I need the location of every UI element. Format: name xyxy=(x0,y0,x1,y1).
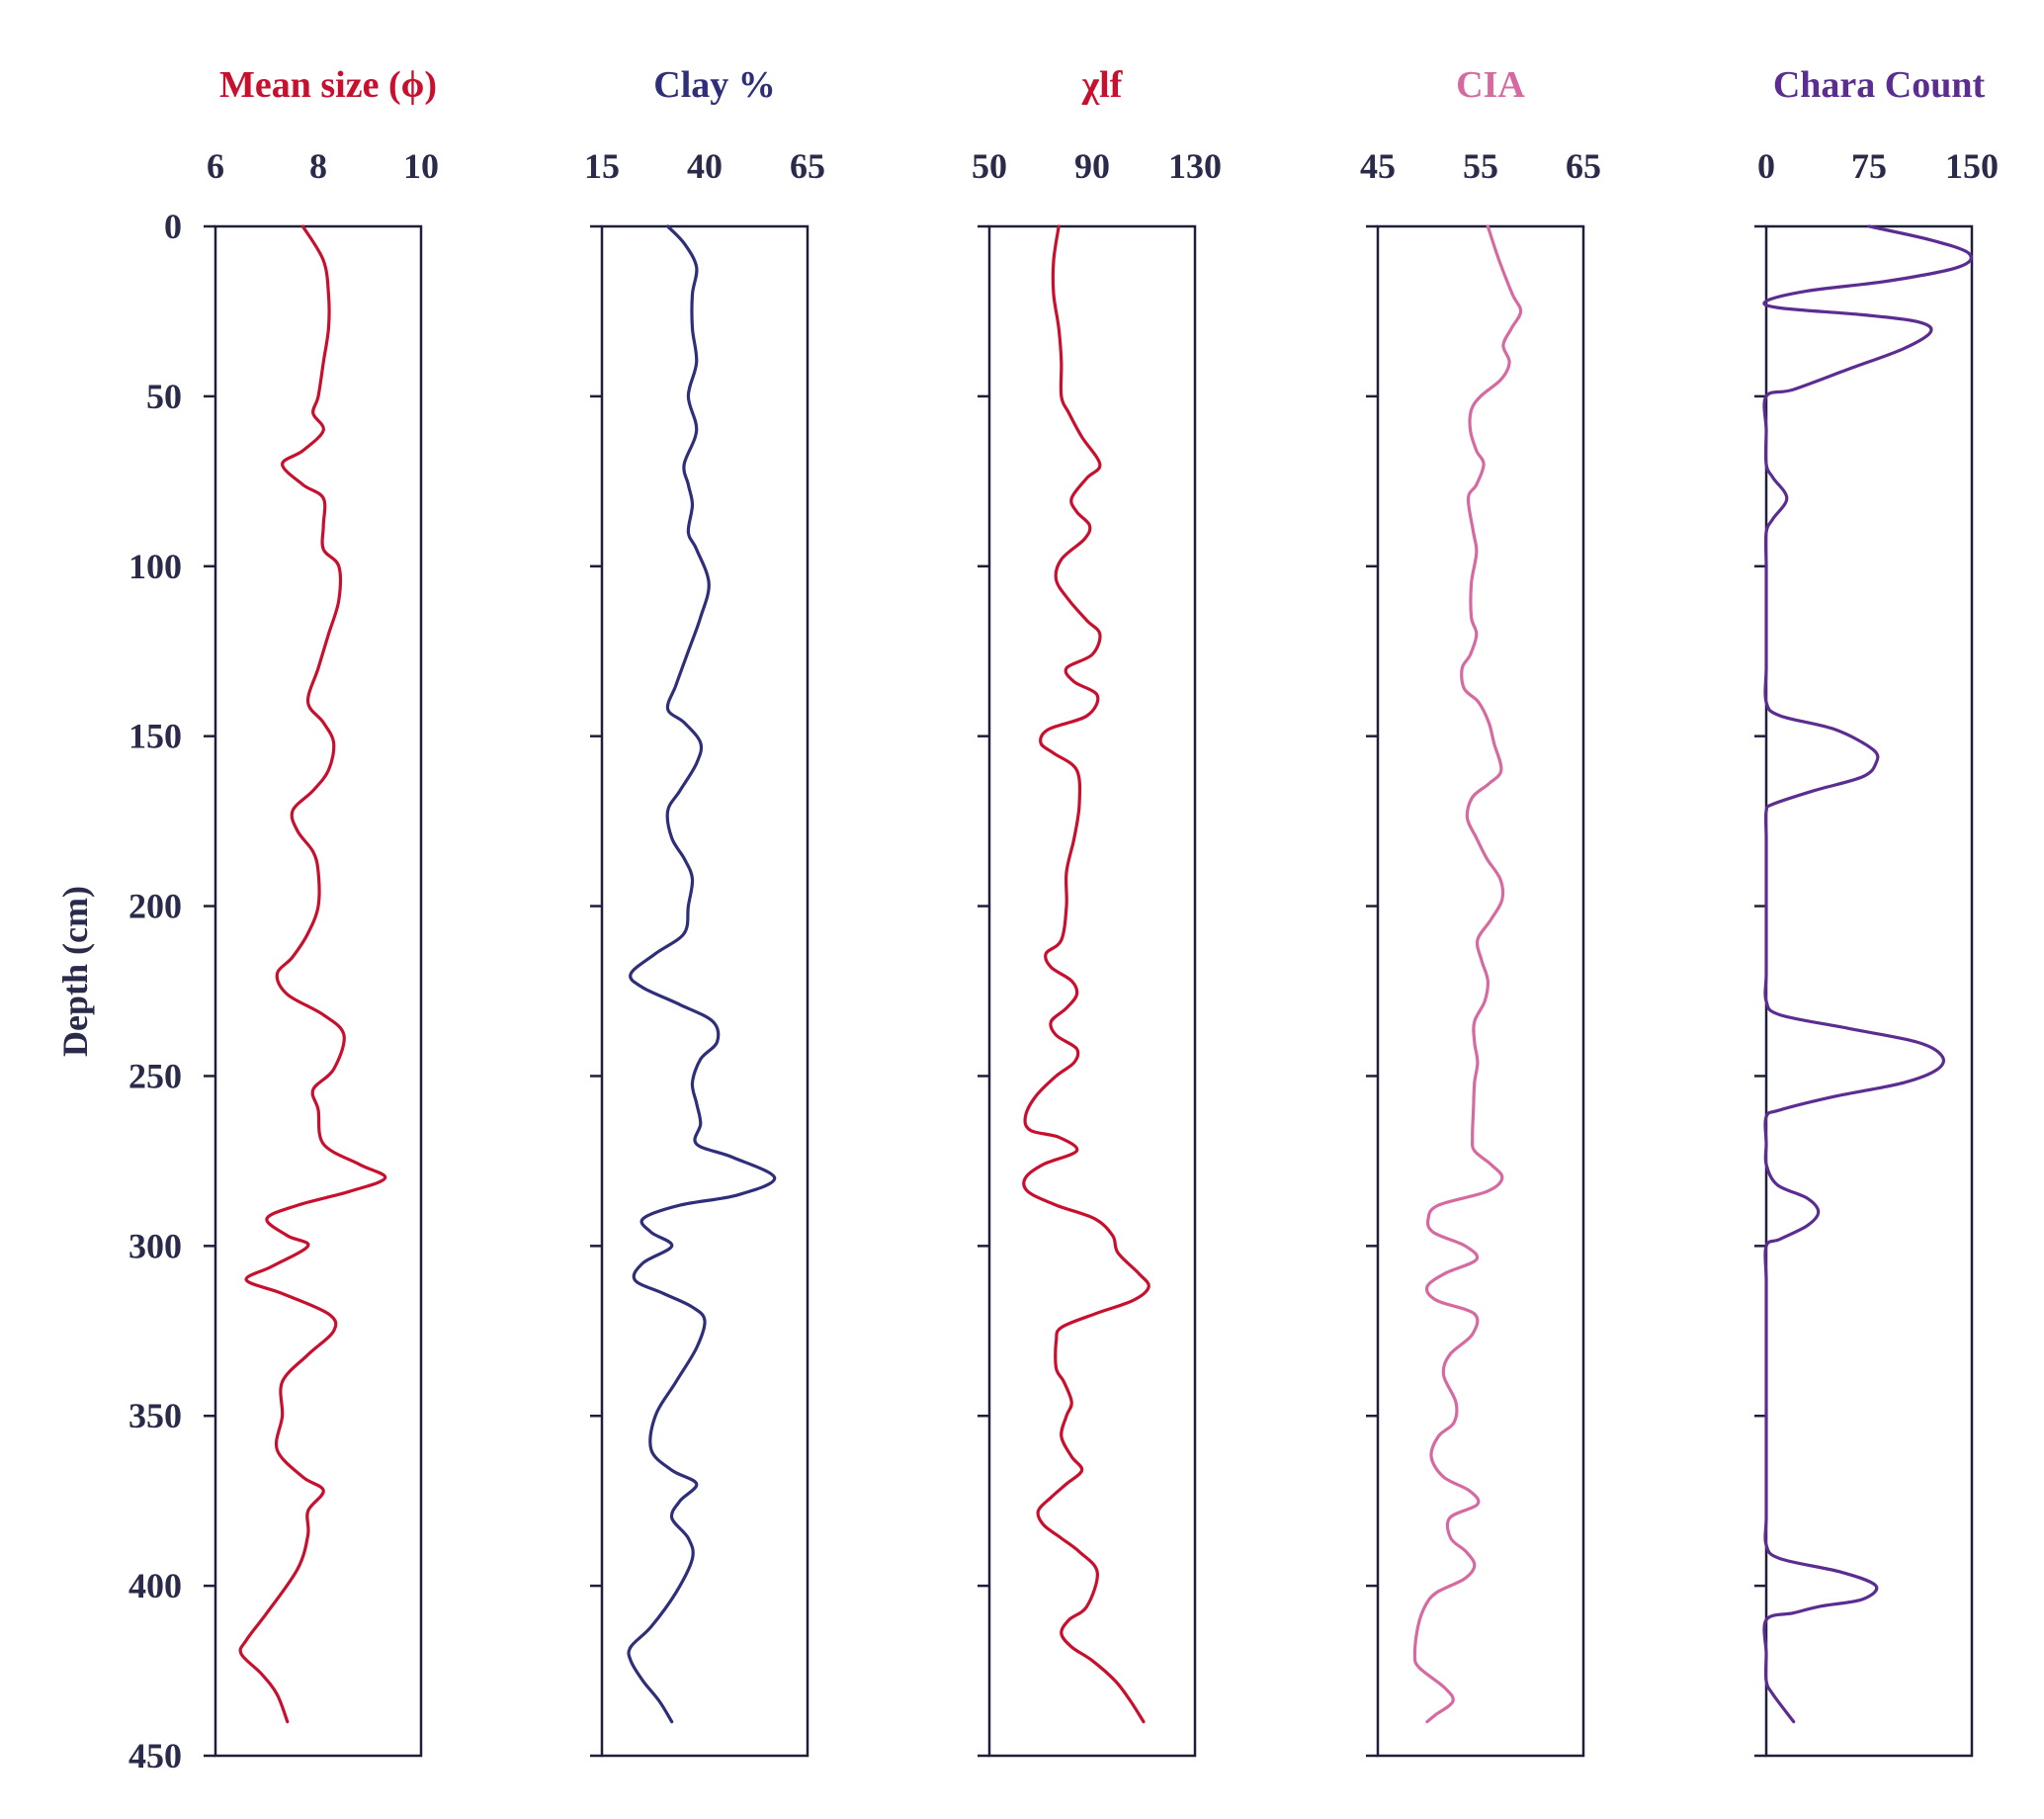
series-line xyxy=(1412,224,1523,1724)
series-line xyxy=(1762,224,1973,1724)
panel-title: CIA xyxy=(1456,64,1525,106)
depth-axis-title: Depth (cm) xyxy=(55,886,95,1057)
depth-tick-label: 150 xyxy=(128,717,182,756)
x-tick-label: 55 xyxy=(1463,146,1498,186)
panel-5: Chara Count 0 75 150 xyxy=(1754,64,1999,1758)
panel-frame xyxy=(213,224,423,1758)
depth-tick-label: 250 xyxy=(128,1056,182,1095)
series-line xyxy=(238,224,387,1724)
x-tick-label: 65 xyxy=(1566,146,1601,186)
depth-tick-label: 200 xyxy=(128,887,182,926)
series-line xyxy=(1022,224,1150,1724)
x-tick-label: 0 xyxy=(1757,146,1775,186)
x-tick-label: 75 xyxy=(1851,146,1887,186)
x-tick-label: 50 xyxy=(972,146,1007,186)
panel-title: χlf xyxy=(1081,64,1124,106)
depth-tick-label: 400 xyxy=(128,1566,182,1605)
depth-tick-label: 450 xyxy=(128,1736,182,1776)
panel-frame xyxy=(1764,224,1974,1758)
panel-frame xyxy=(1376,224,1585,1758)
panel-frame xyxy=(600,224,809,1758)
panel-frame xyxy=(987,224,1197,1758)
panel-title: Mean size (ϕ) xyxy=(219,64,437,106)
depth-tick-label: 50 xyxy=(146,377,182,416)
x-tick-label: 40 xyxy=(687,146,723,186)
panel-title: Chara Count xyxy=(1773,64,1986,106)
panel-title: Clay % xyxy=(653,64,776,106)
depth-tick-label: 350 xyxy=(128,1396,182,1435)
x-tick-label: 90 xyxy=(1074,146,1110,186)
x-tick-label: 150 xyxy=(1945,146,1999,186)
x-tick-label: 130 xyxy=(1168,146,1222,186)
panel-2: Clay % 15 40 65 xyxy=(584,64,825,1758)
panel-3: χlf 50 90 130 xyxy=(972,64,1222,1758)
x-tick-label: 10 xyxy=(403,146,439,186)
x-tick-label: 45 xyxy=(1360,146,1396,186)
depth-tick-label: 100 xyxy=(128,547,182,586)
x-tick-label: 65 xyxy=(790,146,825,186)
panel-1: Mean size (ϕ) 6 8 10 xyxy=(204,64,439,1758)
x-tick-label: 15 xyxy=(584,146,620,186)
depth-tick-label: 0 xyxy=(164,207,182,246)
depth-tick-label: 300 xyxy=(128,1226,182,1265)
panel-4: CIA 45 55 65 xyxy=(1360,64,1601,1758)
series-line xyxy=(627,224,777,1724)
x-tick-label: 8 xyxy=(309,146,327,186)
x-tick-label: 6 xyxy=(207,146,224,186)
